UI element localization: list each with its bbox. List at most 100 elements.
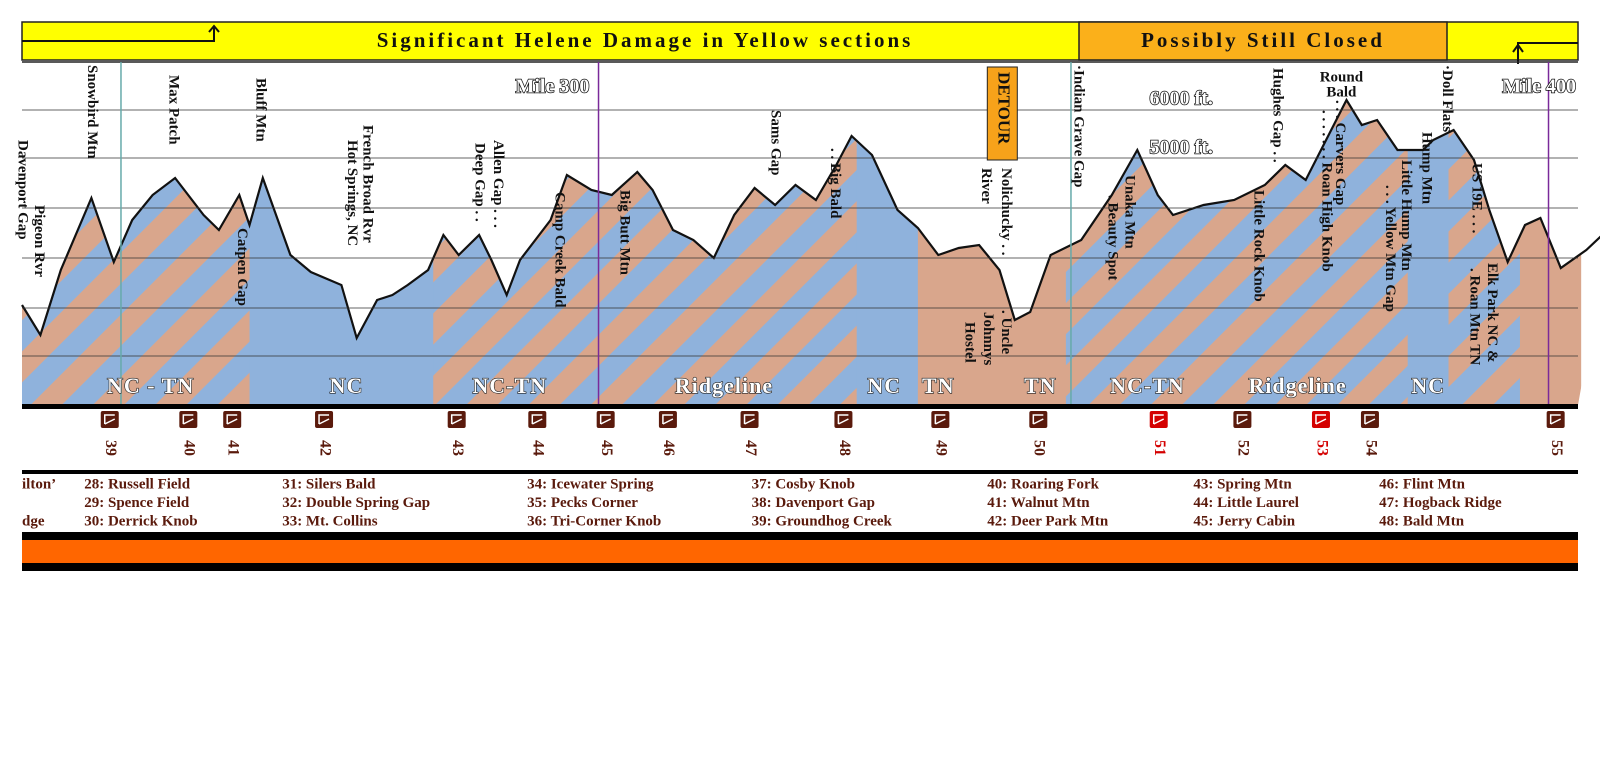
shelter-number: 40 bbox=[181, 440, 198, 456]
shelter-number: 49 bbox=[933, 440, 950, 456]
banner-text: Possibly Still Closed bbox=[1141, 28, 1385, 52]
shelter-icon-mark bbox=[1032, 414, 1044, 425]
place-label: Nolichucky . . bbox=[998, 168, 1014, 256]
place-label: . Uncle bbox=[998, 310, 1014, 354]
shelter-icon-mark bbox=[1236, 414, 1248, 425]
shelter-number: 48 bbox=[836, 440, 853, 456]
place-label: Pigeon Rvr bbox=[31, 205, 47, 277]
region-label: NC bbox=[330, 373, 364, 398]
shelter-icon-mark bbox=[226, 414, 238, 425]
shelter-icon bbox=[1149, 411, 1168, 428]
legend-entry: 37: Cosby Knob bbox=[752, 476, 855, 492]
shelter-number: 54 bbox=[1362, 440, 1379, 456]
place-label: Hughes Gap . . bbox=[1270, 68, 1286, 163]
legend-entry: 36: Tri-Corner Knob bbox=[527, 513, 661, 529]
shelter-icon-mark bbox=[318, 414, 330, 425]
legend-entry: 45: Jerry Cabin bbox=[1193, 513, 1295, 529]
shelter-icon bbox=[447, 411, 466, 428]
place-label: Bluff Mtn bbox=[252, 78, 268, 142]
shelter-icon-mark bbox=[104, 414, 116, 425]
legend-entry: 43: Spring Mtn bbox=[1193, 476, 1292, 492]
shelter-number: 39 bbox=[102, 440, 119, 456]
shelter-number: 41 bbox=[225, 440, 242, 456]
shelter-icon bbox=[315, 411, 334, 428]
shelter-icon bbox=[1546, 411, 1565, 428]
frame-bar bbox=[22, 404, 1578, 409]
banner-arrow bbox=[1512, 42, 1578, 64]
legend-entry: 33: Mt. Collins bbox=[282, 513, 378, 529]
frame-bar bbox=[22, 470, 1578, 474]
legend-entry: 42: Deer Park Mtn bbox=[987, 513, 1109, 529]
elevation-label: 6000 ft. bbox=[1150, 88, 1213, 110]
place-label: . Roan Mtn TN bbox=[1467, 268, 1483, 365]
shelter-number: 51 bbox=[1151, 440, 1168, 456]
region-label: TN bbox=[1024, 373, 1057, 398]
legend-entry: 38: Davenport Gap bbox=[752, 495, 875, 511]
region-label: Ridgeline bbox=[675, 373, 773, 398]
place-label: . . . . . . . Roan High Knob bbox=[1319, 110, 1335, 272]
shelter-icon-mark bbox=[1549, 414, 1561, 425]
terrain-plain bbox=[249, 100, 434, 405]
region-label: TN bbox=[922, 373, 955, 398]
place-label: Round bbox=[1320, 69, 1364, 85]
shelter-icon bbox=[100, 411, 119, 428]
place-label: Max Patch bbox=[166, 75, 182, 145]
banner-text: Significant Helene Damage in Yellow sect… bbox=[377, 28, 914, 52]
shelter-icon bbox=[1029, 411, 1048, 428]
shelter-number: 43 bbox=[449, 440, 466, 456]
shelter-number: 44 bbox=[530, 440, 547, 456]
legend-entry: 39: Groundhog Creek bbox=[752, 513, 893, 529]
shelter-icon-mark bbox=[182, 414, 194, 425]
legend-entry: ilton’ bbox=[22, 476, 56, 492]
legend-entry: 34: Icewater Spring bbox=[527, 476, 654, 492]
shelter-icon-mark bbox=[1364, 414, 1376, 425]
region-label: NC-TN bbox=[1110, 373, 1185, 398]
place-label: Camp Creek Bald bbox=[551, 192, 567, 308]
shelter-icon-mark bbox=[599, 414, 612, 425]
shelter-number: 53 bbox=[1313, 440, 1330, 456]
shelter-icon-mark bbox=[662, 414, 674, 425]
place-label: Little Rock Knob bbox=[1250, 190, 1266, 302]
closed-box bbox=[1078, 21, 1448, 61]
place-label: French Broad Rvr bbox=[359, 125, 375, 243]
shelter-icon bbox=[179, 411, 198, 428]
mile-label: Mile 400 bbox=[1502, 76, 1576, 98]
shelter-number: 55 bbox=[1548, 440, 1565, 456]
detour-box bbox=[986, 66, 1018, 161]
place-label: River bbox=[978, 168, 994, 204]
shelter-icon bbox=[658, 411, 677, 428]
elevation-label: 5000 ft. bbox=[1150, 137, 1213, 159]
shelter-icon bbox=[528, 411, 547, 428]
place-label: Allen Gap . . . bbox=[490, 140, 506, 228]
region-label: NC-TN bbox=[472, 373, 547, 398]
legend-entry: 40: Roaring Fork bbox=[987, 476, 1099, 492]
shelter-icon-mark bbox=[934, 414, 946, 425]
legend-entry: 44: Little Laurel bbox=[1193, 495, 1299, 511]
legend-entry: dge bbox=[22, 513, 45, 529]
place-label: US 19E . . . bbox=[1469, 163, 1485, 234]
place-label: Hot Springs, NC bbox=[344, 140, 360, 246]
shelter-number: 45 bbox=[598, 440, 615, 456]
profile: Mile 300 Mile 400 6000 ft. 5000 ft. DETOUR Da… bbox=[15, 62, 1600, 405]
place-label: Little Hump Mtn bbox=[1398, 160, 1414, 271]
region-label: NC bbox=[1411, 373, 1445, 398]
shelter-icon bbox=[1360, 411, 1379, 428]
place-label: Hostel bbox=[961, 322, 977, 363]
place-label: . . . Yellow Mtn Gap bbox=[1382, 185, 1398, 312]
legend-entry: 31: Silers Bald bbox=[282, 476, 376, 492]
legend-entry: 30: Derrick Knob bbox=[84, 513, 197, 529]
place-label: Snowbird Mtn bbox=[84, 65, 100, 159]
place-label: ·Doll Flats bbox=[1439, 65, 1455, 132]
place-label: Big Butt Mtn bbox=[617, 190, 633, 276]
shelter-icon-mark bbox=[743, 414, 755, 425]
shelter-icon-mark bbox=[1315, 414, 1327, 425]
legend-entry: 48: Bald Mtn bbox=[1379, 513, 1465, 529]
shelter-icon bbox=[740, 411, 759, 428]
shelter-icon bbox=[834, 411, 853, 428]
mile-label: Mile 300 bbox=[515, 76, 589, 98]
legend-entry: 35: Pecks Corner bbox=[527, 495, 638, 511]
place-label: Johnnys bbox=[980, 312, 996, 366]
legend-entry: 29: Spence Field bbox=[84, 495, 190, 511]
